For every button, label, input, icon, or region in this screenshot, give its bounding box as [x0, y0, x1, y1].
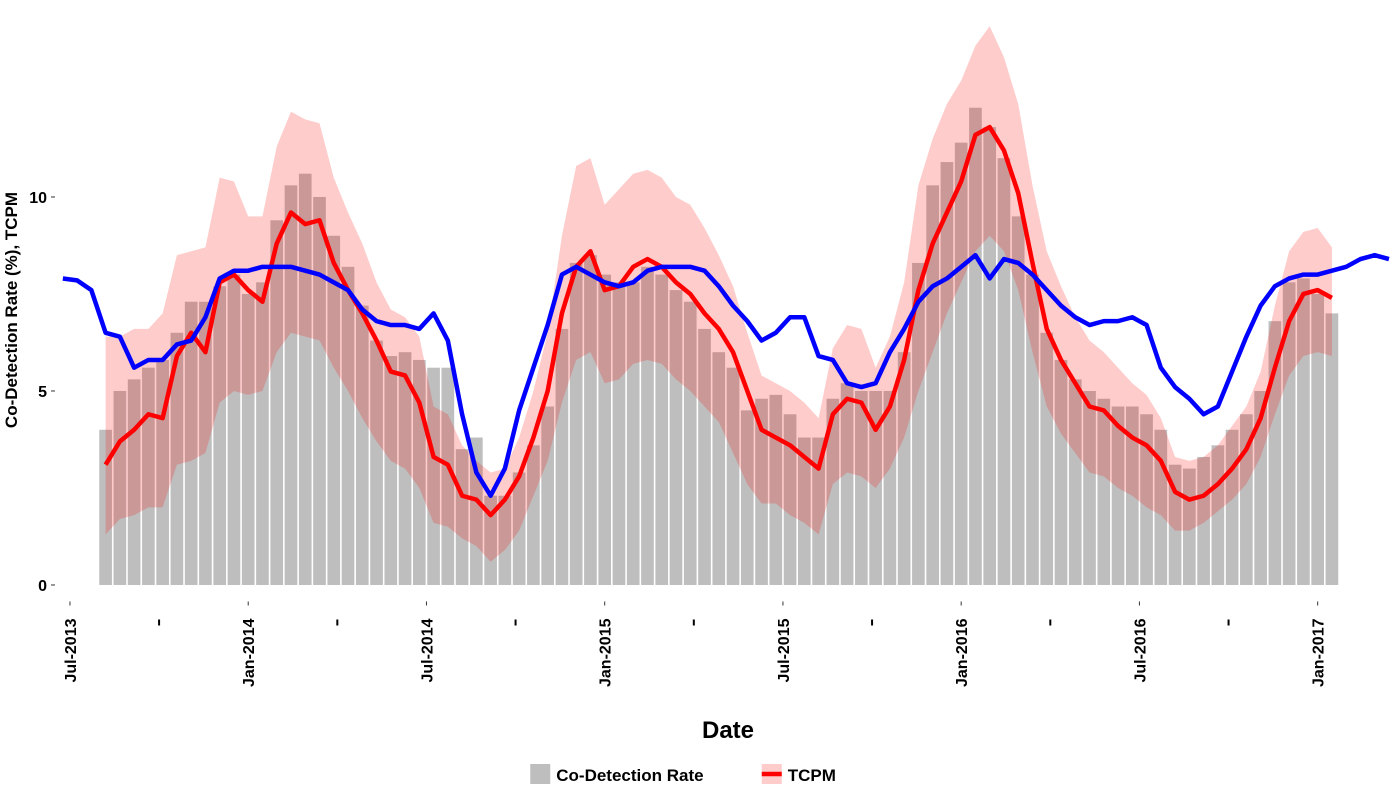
- bar: [626, 282, 640, 585]
- bar: [1026, 274, 1039, 585]
- bar: [726, 367, 740, 585]
- bar: [655, 274, 669, 585]
- bar: [498, 495, 512, 585]
- y-tick-label: 5: [38, 384, 47, 401]
- bar: [912, 262, 925, 585]
- bar: [1197, 456, 1210, 585]
- x-tick-label: Jan-2017: [1311, 618, 1328, 687]
- bar: [1311, 293, 1325, 585]
- bar: [1254, 390, 1267, 585]
- legend-label: Co-Detection Rate: [556, 766, 703, 785]
- bar: [284, 185, 298, 585]
- bar: [584, 255, 597, 585]
- bar: [355, 305, 369, 585]
- x-tick-label: Jul-2015: [776, 618, 793, 682]
- x-tick-label: Jul-2016: [1132, 618, 1149, 682]
- bar: [1097, 398, 1111, 585]
- y-tick-label: 10: [29, 190, 47, 207]
- bar: [227, 274, 241, 585]
- bar: [1011, 216, 1025, 585]
- bar: [484, 495, 497, 585]
- bar: [869, 390, 882, 585]
- bar: [398, 352, 412, 585]
- bar: [1297, 278, 1310, 585]
- bar: [740, 410, 754, 585]
- bar: [1111, 406, 1125, 585]
- x-tick-label: Jul-2014: [419, 618, 436, 682]
- bar: [1068, 379, 1082, 585]
- x-axis-label: Date: [702, 717, 754, 744]
- bar: [1125, 406, 1139, 585]
- legend-label: TCPM: [788, 766, 836, 785]
- bar: [669, 290, 683, 585]
- bar: [883, 390, 897, 585]
- bar: [241, 293, 255, 585]
- x-tick-label: Jan-2015: [598, 618, 615, 687]
- bar: [455, 449, 469, 585]
- bar: [1054, 359, 1068, 585]
- bar: [683, 301, 697, 585]
- bar: [1325, 313, 1339, 585]
- bar: [855, 390, 868, 585]
- legend-swatch: [530, 764, 551, 784]
- bar: [812, 437, 825, 585]
- bar: [184, 301, 198, 585]
- bar: [755, 398, 768, 585]
- confidence-band: [105, 26, 1332, 562]
- plot-area: [62, 26, 1390, 585]
- bar: [712, 352, 726, 585]
- bar: [142, 367, 155, 585]
- bar: [327, 235, 341, 585]
- bar: [698, 328, 711, 585]
- bar: [213, 286, 227, 585]
- x-tick-label: Jul-2013: [63, 618, 80, 682]
- bar: [170, 332, 184, 585]
- bar: [1225, 429, 1239, 585]
- bar: [569, 262, 583, 585]
- bar: [256, 282, 269, 585]
- bar: [612, 282, 626, 585]
- bar: [1140, 414, 1153, 585]
- bar: [940, 162, 954, 585]
- bar: [1040, 332, 1054, 585]
- bar: [641, 266, 654, 585]
- bar: [512, 472, 526, 585]
- bar: [897, 352, 911, 585]
- bar: [783, 414, 797, 585]
- bar: [555, 328, 569, 585]
- bar: [527, 445, 540, 585]
- bar: [298, 173, 312, 585]
- bar: [826, 398, 840, 585]
- line: [103, 124, 1334, 518]
- bar: [969, 107, 982, 585]
- bar: [541, 406, 554, 585]
- bar: [199, 301, 212, 585]
- bar: [840, 383, 854, 585]
- x-tick-label: Jan-2016: [954, 618, 971, 687]
- bar: [370, 340, 383, 585]
- line: [62, 252, 1390, 498]
- bar: [797, 437, 811, 585]
- bar: [427, 367, 440, 585]
- bar: [1083, 390, 1096, 585]
- bar: [598, 274, 612, 585]
- bar: [313, 196, 326, 585]
- y-tick-label: 0: [38, 578, 47, 595]
- bar: [983, 127, 997, 585]
- bar: [441, 367, 455, 585]
- x-tick-label: Jan-2014: [241, 618, 258, 687]
- bar: [769, 394, 783, 585]
- bar: [99, 429, 112, 585]
- bar: [384, 356, 398, 585]
- bar: [1282, 282, 1296, 585]
- bar: [954, 142, 968, 585]
- bar: [341, 266, 355, 585]
- bar: [270, 220, 284, 585]
- y-axis-label: Co-Detection Rate (%), TCPM: [2, 192, 21, 428]
